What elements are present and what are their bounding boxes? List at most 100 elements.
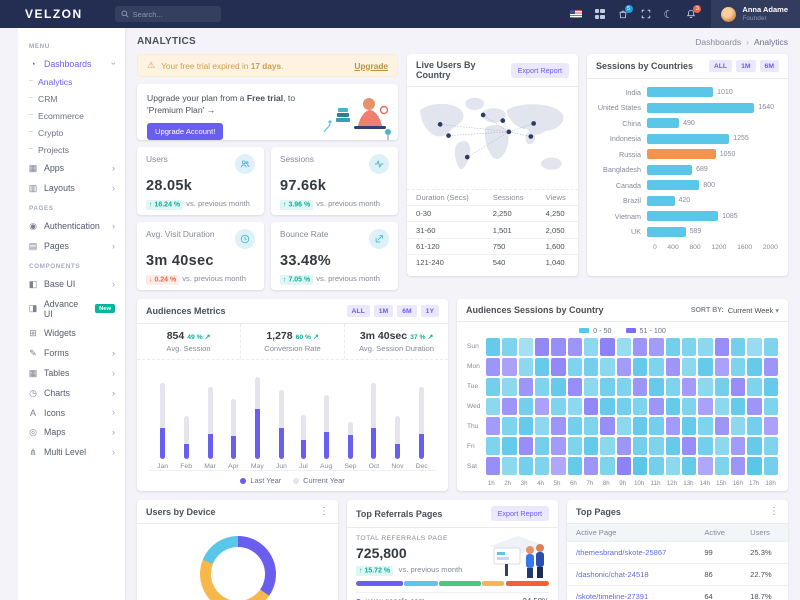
heatmap-cell[interactable] (730, 357, 746, 376)
heatmap-cell[interactable] (681, 338, 697, 356)
upgrade-account-button[interactable]: Upgrade Account! (147, 122, 224, 140)
heatmap-cell[interactable] (518, 397, 533, 416)
heatmap-cell[interactable] (763, 357, 778, 376)
sidebar-item-tables[interactable]: ▦ Tables › (18, 363, 125, 383)
heatmap-cell[interactable] (665, 437, 680, 456)
heatmap-cell[interactable] (747, 437, 762, 456)
sidebar-item-multi-level[interactable]: ⋔ Multi Level › (18, 442, 125, 462)
sidebar-subitem-crm[interactable]: CRM (18, 90, 125, 107)
page-link[interactable]: /dashonic/chat-24518 (576, 570, 649, 579)
heatmap-cell[interactable] (649, 397, 664, 416)
heatmap-cell[interactable] (763, 397, 778, 416)
heatmap-cell[interactable] (665, 338, 680, 356)
heatmap-cell[interactable] (583, 338, 599, 356)
filter-1y-button[interactable]: 1Y (420, 305, 439, 317)
heatmap-cell[interactable] (698, 357, 713, 376)
heatmap-cell[interactable] (747, 417, 762, 436)
heatmap-cell[interactable] (600, 357, 615, 376)
filter-1m-button[interactable]: 1M (373, 305, 394, 317)
heatmap-cell[interactable] (551, 377, 566, 396)
page-link[interactable]: /themesbrand/skote-25867 (576, 548, 667, 557)
sidebar-item-authentication[interactable]: ◉ Authentication › (18, 216, 125, 236)
heatmap-cell[interactable] (551, 417, 566, 436)
heatmap-cell[interactable] (649, 377, 664, 396)
heatmap-cell[interactable] (665, 377, 680, 396)
heatmap-cell[interactable] (583, 457, 599, 476)
heatmap-cell[interactable] (600, 457, 615, 476)
heatmap-cell[interactable] (502, 397, 517, 416)
heatmap-cell[interactable] (665, 397, 680, 416)
heatmap-cell[interactable] (534, 457, 550, 476)
heatmap-cell[interactable] (714, 457, 729, 476)
heatmap-cell[interactable] (730, 457, 746, 476)
heatmap-cell[interactable] (583, 377, 599, 396)
dark-mode-icon[interactable]: ☾ (663, 8, 674, 21)
heatmap-cell[interactable] (747, 338, 762, 356)
heatmap-cell[interactable] (730, 437, 746, 456)
heatmap-cell[interactable] (763, 338, 778, 356)
referral-label[interactable]: www.google.com (366, 597, 425, 600)
sidebar-subitem-analytics[interactable]: Analytics (18, 73, 125, 90)
kebab-menu-icon[interactable]: ⋮ (319, 506, 329, 517)
filter-all-button[interactable]: ALL (708, 60, 733, 72)
sidebar-item-forms[interactable]: ✎ Forms › (18, 343, 125, 363)
heatmap-cell[interactable] (567, 338, 582, 356)
heatmap-cell[interactable] (583, 417, 599, 436)
upgrade-link[interactable]: Upgrade (354, 60, 388, 71)
heatmap-cell[interactable] (600, 417, 615, 436)
heatmap-cell[interactable] (518, 457, 533, 476)
search-input[interactable] (132, 9, 213, 19)
heatmap-cell[interactable] (567, 417, 582, 436)
page-link[interactable]: /skote/timeline-27391 (576, 592, 649, 600)
heatmap-cell[interactable] (763, 437, 778, 456)
sidebar-item-dashboards[interactable]: ◔ Dashboards › (18, 54, 125, 73)
heatmap-cell[interactable] (681, 397, 697, 416)
heatmap-cell[interactable] (698, 457, 713, 476)
cart-icon[interactable]: 5 (618, 5, 633, 19)
heatmap-cell[interactable] (486, 338, 501, 356)
apps-grid-icon[interactable] (594, 9, 605, 19)
sidebar-subitem-ecommerce[interactable]: Ecommerce (18, 107, 125, 124)
heatmap-cell[interactable] (632, 417, 648, 436)
heatmap-cell[interactable] (534, 437, 550, 456)
export-report-button[interactable]: Export Report (510, 62, 569, 78)
breadcrumb-item[interactable]: Analytics (753, 36, 788, 47)
heatmap-cell[interactable] (534, 417, 550, 436)
heatmap-cell[interactable] (698, 377, 713, 396)
heatmap-cell[interactable] (747, 377, 762, 396)
heatmap-cell[interactable] (518, 417, 533, 436)
heatmap-cell[interactable] (486, 417, 501, 436)
sidebar-item-apps[interactable]: ▦ Apps › (18, 158, 125, 178)
heatmap-cell[interactable] (600, 338, 615, 356)
heatmap-cell[interactable] (518, 377, 533, 396)
language-flag-icon[interactable] (569, 10, 582, 18)
heatmap-cell[interactable] (714, 417, 729, 436)
heatmap-cell[interactable] (763, 457, 778, 476)
heatmap-cell[interactable] (486, 437, 501, 456)
breadcrumb-item[interactable]: Dashboards (695, 36, 742, 47)
heatmap-cell[interactable] (551, 357, 566, 376)
heatmap-cell[interactable] (502, 437, 517, 456)
heatmap-cell[interactable] (583, 357, 599, 376)
heatmap-cell[interactable] (518, 338, 533, 356)
sidebar-subitem-crypto[interactable]: Crypto (18, 124, 125, 141)
sidebar-item-maps[interactable]: ◎ Maps › (18, 422, 125, 442)
heatmap-cell[interactable] (714, 397, 729, 416)
heatmap-cell[interactable] (567, 397, 582, 416)
sidebar-item-charts[interactable]: ◷ Charts › (18, 383, 125, 403)
sidebar-item-base-ui[interactable]: ◧ Base UI › (18, 274, 125, 294)
heatmap-cell[interactable] (486, 357, 501, 376)
heatmap-cell[interactable] (583, 397, 599, 416)
heatmap-cell[interactable] (616, 338, 631, 356)
heatmap-cell[interactable] (681, 457, 697, 476)
user-menu[interactable]: Anna Adame Founder (711, 0, 800, 28)
heatmap-cell[interactable] (616, 457, 631, 476)
heatmap-cell[interactable] (665, 357, 680, 376)
notifications-bell-icon[interactable]: 3 (686, 5, 702, 19)
heatmap-cell[interactable] (649, 357, 664, 376)
heatmap-cell[interactable] (714, 357, 729, 376)
heatmap-cell[interactable] (502, 417, 517, 436)
heatmap-cell[interactable] (714, 377, 729, 396)
heatmap-cell[interactable] (600, 397, 615, 416)
heatmap-cell[interactable] (616, 357, 631, 376)
